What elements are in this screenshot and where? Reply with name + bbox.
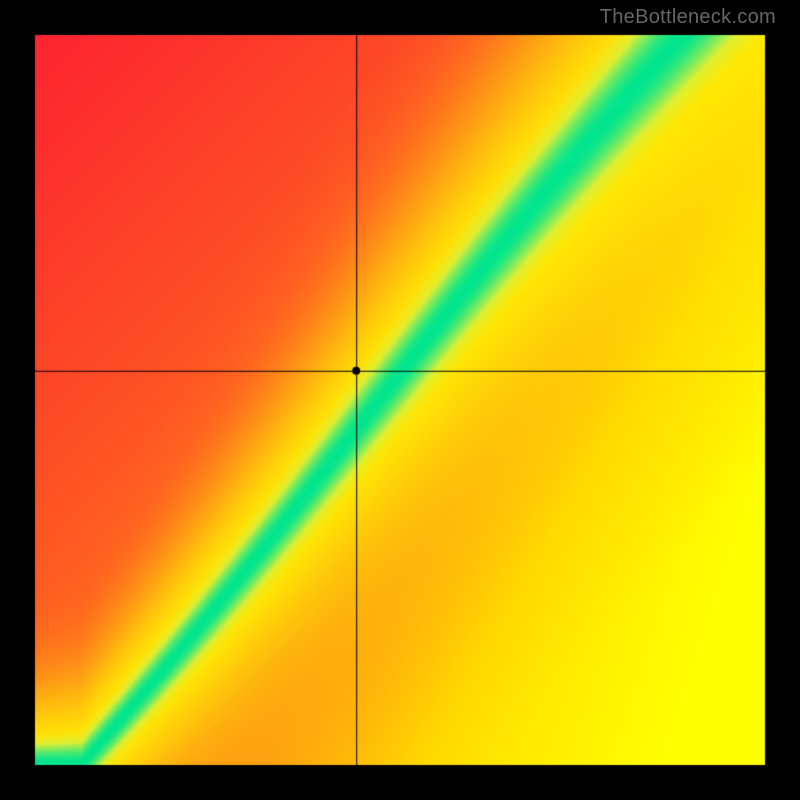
chart-container: TheBottleneck.com <box>0 0 800 800</box>
watermark-text: TheBottleneck.com <box>600 6 776 29</box>
bottleneck-heatmap <box>0 0 800 800</box>
